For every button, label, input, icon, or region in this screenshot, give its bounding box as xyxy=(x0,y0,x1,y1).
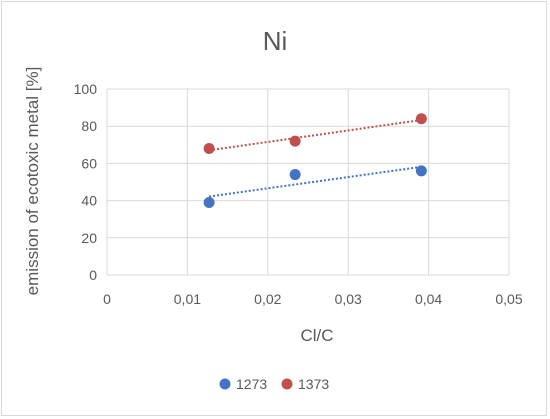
data-point-1273 xyxy=(203,196,215,208)
data-point-1373 xyxy=(415,113,427,125)
y-tick-label: 20 xyxy=(81,230,97,246)
x-tick-label: 0,03 xyxy=(335,291,362,307)
x-tick-label: 0 xyxy=(103,291,111,307)
data-point-1373 xyxy=(203,143,215,155)
data-point-1273 xyxy=(415,165,427,177)
y-tick-label: 60 xyxy=(81,155,97,171)
legend-label-1373: 1373 xyxy=(298,376,329,392)
trendline-1273 xyxy=(208,165,422,198)
y-axis-title: emission of ecotoxic metal [%] xyxy=(23,67,42,296)
x-tick-label: 0,04 xyxy=(415,291,442,307)
trendline-1373 xyxy=(208,119,422,152)
y-tick-label: 80 xyxy=(81,118,97,134)
x-tick-label: 0,02 xyxy=(254,291,281,307)
legend-label-1273: 1273 xyxy=(236,376,267,392)
data-point-1273 xyxy=(289,169,301,181)
y-tick-label: 40 xyxy=(81,193,97,209)
gridlines xyxy=(106,88,510,276)
legend-marker-1373 xyxy=(281,378,293,390)
x-axis-title: Cl/C xyxy=(300,326,333,345)
legend: 1273 1373 xyxy=(219,376,329,392)
y-tick-label: 100 xyxy=(74,81,98,97)
chart-title: Ni xyxy=(263,26,288,56)
x-tick-label: 0,05 xyxy=(495,291,522,307)
trendlines xyxy=(208,119,422,198)
tick-labels: 0 20 40 60 80 100 0 0,01 0,02 0,03 0,04 0,05 xyxy=(74,81,523,307)
y-tick-label: 0 xyxy=(89,267,97,283)
legend-marker-1273 xyxy=(219,378,231,390)
x-tick-label: 0,01 xyxy=(174,291,201,307)
data-points xyxy=(203,113,427,208)
data-point-1373 xyxy=(289,135,301,147)
